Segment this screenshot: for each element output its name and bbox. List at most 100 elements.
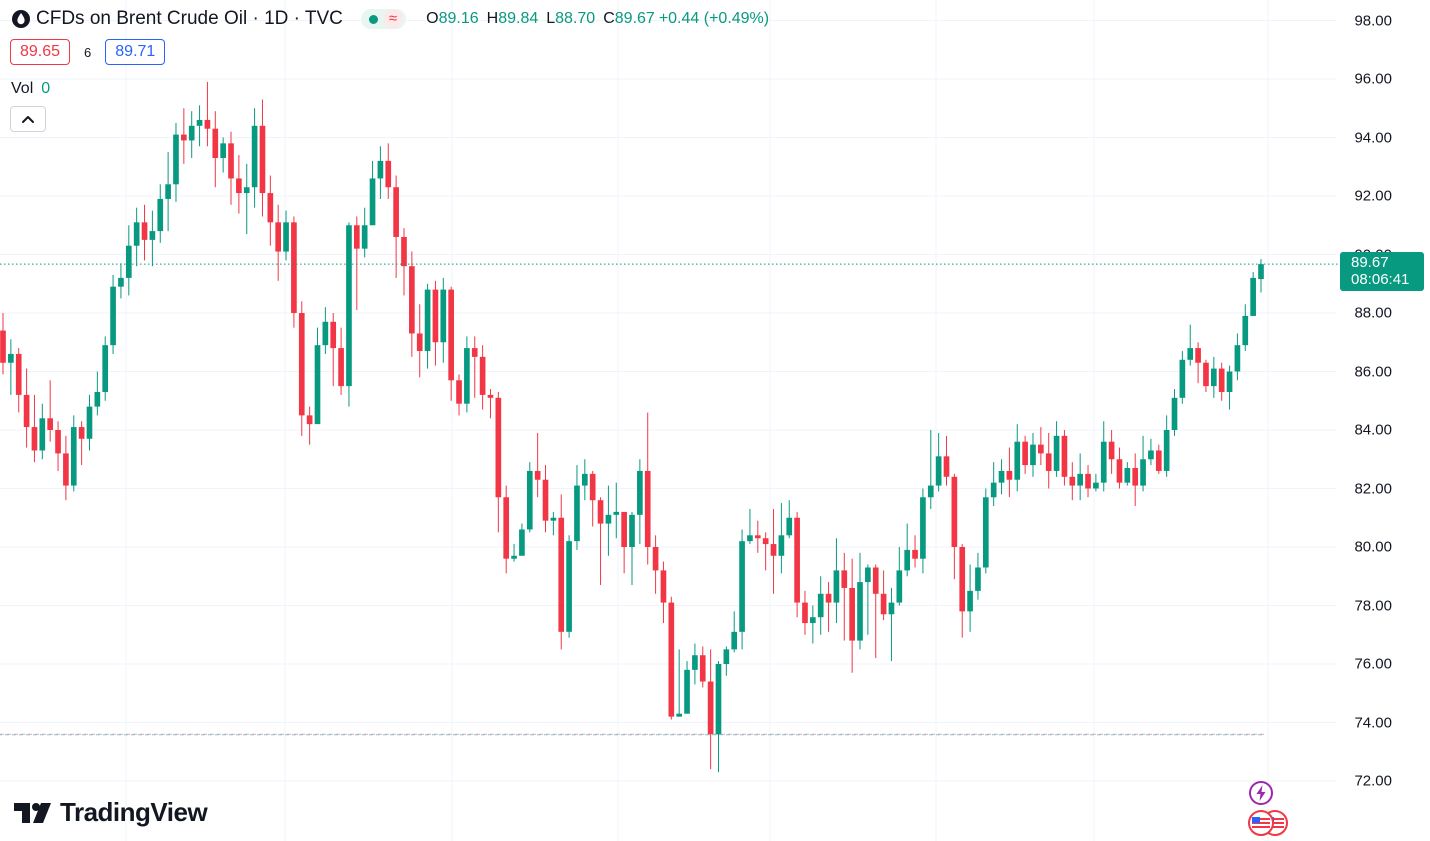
candle-body: [912, 549, 918, 559]
volume-label: Vol: [11, 80, 34, 97]
candle-body: [1234, 345, 1241, 372]
ohlc-close: C89.67: [603, 10, 655, 27]
tradingview-logo[interactable]: TradingView: [14, 797, 208, 828]
candle-body: [1077, 473, 1083, 486]
candle-body: [487, 394, 494, 398]
candle-body: [731, 631, 738, 650]
candle-body: [259, 125, 266, 194]
delayed-data-icon: ≈: [383, 10, 403, 28]
candle-body: [519, 529, 525, 556]
price-tick-label: 98.00: [1354, 12, 1392, 29]
candle-body: [927, 485, 934, 498]
candle-body: [1171, 397, 1178, 430]
price-tick-label: 76.00: [1354, 655, 1392, 673]
candle-body: [558, 517, 565, 632]
candle-body: [1030, 444, 1036, 466]
candle-body: [188, 125, 195, 141]
price-tick-label: 82.00: [1354, 480, 1392, 497]
candle-body: [943, 456, 950, 477]
candle-body: [660, 570, 667, 603]
candle-body: [935, 456, 942, 486]
candle-body: [872, 567, 879, 594]
volume-legend[interactable]: Vol 0: [11, 80, 50, 98]
candle-body: [699, 655, 706, 682]
candle-body: [652, 547, 659, 571]
candle-body: [857, 582, 863, 641]
candle-body: [432, 289, 439, 343]
candle-body: [684, 669, 690, 714]
candle-body: [833, 570, 840, 603]
candle-body: [236, 178, 242, 194]
candle-body: [982, 497, 989, 568]
trade-panel: 89.65 6 89.71: [10, 39, 166, 65]
candle-body: [613, 511, 620, 515]
candle-body: [212, 128, 219, 158]
candle-body: [353, 225, 360, 249]
market-open-dot-icon: [368, 14, 378, 24]
brand-name: TradingView: [60, 797, 208, 827]
chevron-up-icon: [22, 116, 34, 123]
candle-body: [314, 345, 321, 425]
candle-body: [1218, 368, 1225, 392]
candle-body: [1100, 441, 1107, 483]
us-economic-event-icon[interactable]: [1247, 809, 1291, 837]
candle-body: [338, 348, 344, 387]
candle-body: [55, 430, 61, 454]
candle-body: [762, 538, 769, 545]
candle-body: [794, 517, 800, 603]
candle-body: [770, 544, 777, 556]
candle-body: [574, 485, 580, 542]
candle-body: [63, 453, 69, 486]
candle-body: [739, 541, 745, 632]
candle-body: [605, 514, 612, 524]
lightning-event-icon[interactable]: [1248, 780, 1274, 806]
candle-body: [149, 231, 156, 240]
candle-body: [118, 277, 124, 287]
candle-body: [243, 187, 250, 194]
candle-body: [401, 236, 407, 267]
price-tick-label: 80.00: [1354, 538, 1392, 556]
candle-body: [865, 567, 871, 583]
candle-body: [810, 617, 816, 624]
candle-body: [133, 222, 140, 246]
candle-body: [597, 500, 604, 524]
candle-body: [70, 427, 77, 486]
tradingview-logo-icon: [14, 802, 51, 823]
candle-body: [1116, 459, 1123, 483]
candle-body: [1226, 371, 1233, 392]
ohlc-values: O89.16 H89.84 L88.70 C89.67: [426, 10, 655, 28]
candle-body: [94, 391, 101, 407]
candle-body: [715, 664, 722, 735]
candle-body: [1179, 359, 1186, 398]
candle-body: [165, 184, 171, 199]
candle-body: [267, 193, 274, 223]
ohlc-low: L88.70: [546, 10, 596, 27]
candle-body: [589, 473, 596, 501]
candle-body: [1061, 435, 1068, 477]
candle-body: [1203, 362, 1209, 387]
symbol-title[interactable]: CFDs on Brent Crude Oil · 1D · TVC: [36, 8, 343, 29]
market-status-pill[interactable]: ≈: [360, 9, 407, 29]
candle-body: [1258, 264, 1264, 280]
buy-price-button[interactable]: 89.71: [105, 39, 166, 65]
candle-body: [479, 356, 486, 395]
candle-body: [888, 602, 895, 615]
candle-body: [0, 330, 6, 363]
candle-body: [1038, 444, 1044, 454]
sell-price-button[interactable]: 89.65: [10, 39, 71, 65]
candle-body: [644, 470, 651, 547]
candle-body: [220, 143, 226, 158]
candle-body: [1053, 435, 1060, 471]
oil-drop-icon: [12, 10, 30, 28]
candle-body: [251, 125, 258, 188]
candle-body: [298, 313, 305, 416]
candle-body: [534, 470, 541, 480]
candle-body: [1155, 450, 1162, 471]
collapse-legend-button[interactable]: [10, 106, 46, 132]
candle-body: [369, 178, 376, 226]
ohlc-open: O89.16: [426, 10, 479, 27]
candle-body: [825, 593, 832, 603]
candle-body: [495, 397, 502, 498]
last-price-value: 89.67: [1351, 254, 1389, 272]
